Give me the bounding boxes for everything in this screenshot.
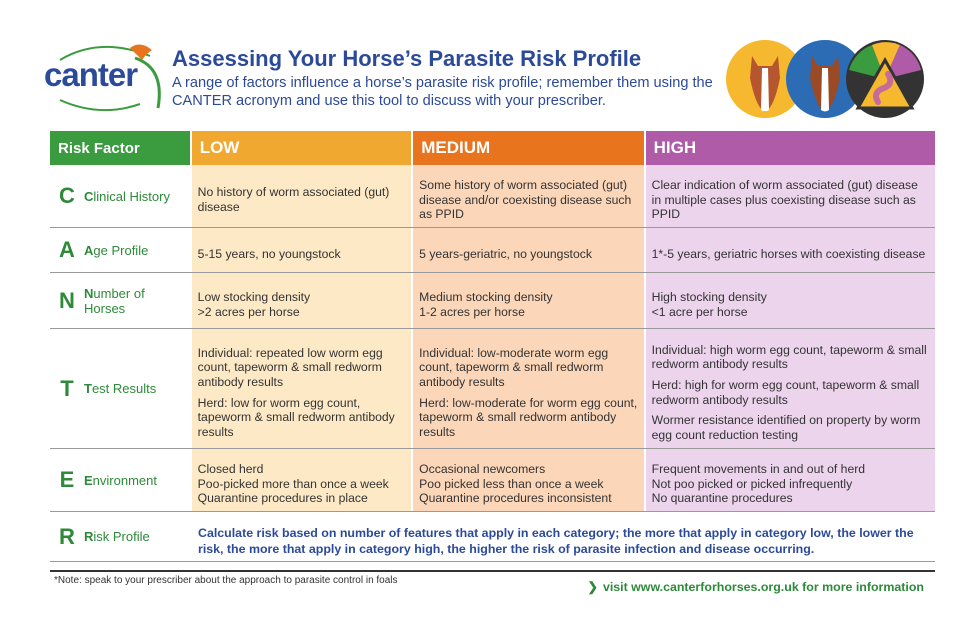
table-row: R Risk Profile Calculate risk based on num… — [50, 512, 935, 562]
cell-text: 1-2 acres per horse — [419, 304, 525, 319]
factor-letter: R — [59, 523, 75, 549]
cell-text: 1*-5 years, geriatric horses with coexis… — [651, 246, 926, 261]
risk-table: Risk Factor LOW MEDIUM HIGH C Clinical Hi… — [50, 131, 935, 562]
cell-text: Occasional newcomers — [419, 462, 546, 477]
table-row: E Environment Closed herd Poo-picked more t… — [50, 449, 935, 512]
cell-text: Frequent movements in and out of herd — [651, 462, 866, 477]
risk-cell: Closed herd Poo-picked more than once a w… — [191, 449, 412, 511]
cell-text: Quarantine procedures in place — [197, 491, 368, 506]
divider — [50, 570, 935, 572]
cell-text: >2 acres per horse — [197, 304, 300, 319]
title: Assessing Your Horse’s Parasite Risk Pro… — [172, 46, 642, 71]
factor-label: Age Profile — [84, 242, 149, 258]
risk-cell: Individual: high worm egg count, tapewor… — [645, 329, 935, 448]
cell-text: Not poo picked or picked infrequently — [651, 476, 853, 491]
table-row: C Clinical History No history of worm asso… — [50, 165, 935, 228]
link-text[interactable]: visit www.canterforhorses.org.uk for mor… — [602, 580, 924, 594]
factor-letter: T — [60, 375, 74, 401]
cell-text: Individual: repeated low worm egg count,… — [197, 345, 383, 389]
logo-text: canter — [44, 56, 138, 93]
cell-text: Low stocking density — [197, 289, 311, 304]
cell-text: Medium stocking density — [419, 289, 553, 304]
risk-cell: Occasional newcomers Poo picked less than… — [413, 449, 644, 511]
risk-cell: High stocking density <1 acre per horse — [645, 273, 935, 328]
table-row: A Age Profile 5-15 years, no youngstock 5 y… — [50, 228, 935, 273]
factor-cell: T Test Results — [50, 329, 190, 448]
header-row: Risk Factor LOW MEDIUM HIGH — [50, 131, 935, 165]
factor-cell: E Environment — [50, 449, 190, 511]
cell-text: Poo-picked more than once a week — [197, 476, 389, 491]
cell-text: <1 acre per horse — [651, 304, 748, 319]
factor-label: Clinical History — [84, 188, 170, 204]
cell-text: Poo picked less than once a week — [419, 476, 604, 491]
risk-cell: 5 years-geriatric, no youngstock — [413, 228, 644, 272]
factor-label: Number of Horses — [84, 285, 145, 316]
cell-text: High stocking density — [651, 289, 767, 304]
cell-text: Herd: low-moderate for worm egg count, t… — [419, 395, 638, 439]
website-link[interactable]: ❯ visit www.canterforhorses.org.uk for mo… — [587, 580, 924, 594]
logo: canter — [40, 38, 170, 118]
risk-cell: Low stocking density >2 acres per horse — [191, 273, 412, 328]
factor-letter: A — [59, 237, 75, 262]
risk-cell: Frequent movements in and out of herd Not… — [645, 449, 935, 511]
profile-text: Calculate risk based on number of featur… — [198, 525, 914, 556]
icons — [726, 40, 924, 118]
cell-text: Some history of worm associated (gut) di… — [419, 178, 632, 222]
risk-cell: Clear indication of worm associated (gut… — [645, 165, 935, 227]
factor-cell: N Number of Horses — [50, 273, 190, 328]
column-header: MEDIUM — [413, 131, 644, 165]
risk-cell: Medium stocking density 1-2 acres per hor… — [413, 273, 644, 328]
cell-text: Individual: low-moderate worm egg count,… — [419, 345, 609, 389]
cell-text: No history of worm associated (gut) dise… — [197, 185, 390, 214]
cell-text: Wormer resistance identified on property… — [651, 413, 921, 442]
cell-text: Herd: low for worm egg count, tapeworm &… — [197, 395, 395, 439]
cell-text: 5 years-geriatric, no youngstock — [419, 246, 592, 261]
cell-text: Closed herd — [197, 462, 264, 477]
factor-label: Risk Profile — [84, 529, 150, 544]
column-header: LOW — [191, 131, 412, 165]
factor-label: Test Results — [84, 381, 157, 396]
column-header: HIGH — [645, 131, 935, 165]
risk-cell: Individual: repeated low worm egg count,… — [191, 329, 412, 448]
cell-text: Herd: high for worm egg count, tapeworm … — [651, 377, 920, 407]
column-header: Risk Factor — [50, 131, 190, 165]
cell-text: Clear indication of worm associated (gut… — [651, 178, 918, 222]
footnote: *Note: speak to your prescriber about th… — [54, 575, 398, 586]
factor-letter: C — [59, 183, 75, 208]
cell-text: 5-15 years, no youngstock — [197, 246, 341, 261]
risk-cell: Some history of worm associated (gut) di… — [413, 165, 644, 227]
factor-letter: E — [59, 467, 75, 492]
cell-text: Quarantine procedures inconsistent — [419, 491, 612, 506]
risk-cell: No history of worm associated (gut) dise… — [191, 165, 412, 227]
factor-label: Environment — [84, 472, 157, 488]
risk-cell: 1*-5 years, geriatric horses with coexis… — [645, 228, 935, 272]
table-row: T Test Results Individual: repeated low wo… — [50, 329, 935, 449]
cell-text: No quarantine procedures — [651, 491, 793, 506]
table-row: N Number of Horses Low stocking density >2 … — [50, 273, 935, 329]
risk-cell: 5-15 years, no youngstock — [191, 228, 412, 272]
cell-text: Individual: high worm egg count, tapewor… — [651, 342, 927, 372]
factor-cell: C Clinical History — [50, 165, 190, 227]
logo-graphic — [59, 44, 161, 112]
factor-letter: N — [59, 287, 75, 313]
subtitle: A range of factors influence a horse’s p… — [172, 75, 713, 109]
risk-cell: Individual: low-moderate worm egg count,… — [413, 329, 644, 448]
factor-cell: R Risk Profile — [50, 512, 190, 561]
factor-cell: A Age Profile — [50, 228, 190, 272]
